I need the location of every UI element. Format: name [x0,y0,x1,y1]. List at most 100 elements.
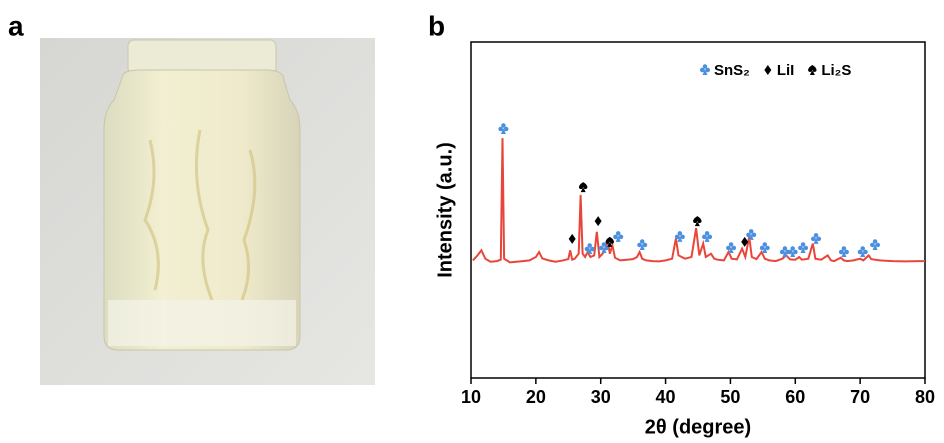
phase-marker [726,242,737,253]
club-part [704,235,710,242]
x-tick-label: 10 [461,387,481,407]
legend-symbol [764,65,772,75]
club-part [748,229,754,234]
phase-marker [605,236,614,247]
phase-marker [857,246,868,257]
club-part [639,243,645,250]
club-part [860,251,866,257]
club-part [748,233,754,240]
club-part [782,246,788,251]
club-part [587,243,592,248]
x-tick-label: 60 [785,387,805,407]
club-part [790,251,796,257]
club-part [728,242,734,247]
club-part [702,234,707,240]
pattern-line [472,138,925,264]
spade [579,182,588,193]
x-tick-label: 70 [850,387,870,407]
legend-symbol [808,65,817,75]
phase-marker [759,242,770,253]
legend-label: SnS₂ [714,62,750,79]
phase-marker [594,216,602,227]
club-part [500,128,506,135]
club-part [762,242,768,247]
x-tick-label: 80 [915,387,935,407]
club-part [702,64,708,69]
phase-marker [598,242,609,253]
club-part [615,235,621,242]
diamond [764,65,772,75]
club-part [677,235,683,242]
phase-marker [870,239,881,250]
phase-marker [584,243,595,254]
club-part [872,243,878,250]
club-part [642,242,648,248]
spade [693,216,702,227]
legend-label: Li₂S [821,62,851,79]
club-part [762,246,768,253]
club-part [759,245,765,251]
phase-marker [498,123,509,135]
club-part [705,67,710,73]
phase-marker [637,239,648,250]
club-part [841,251,847,257]
club-part [811,236,816,242]
club-part [800,246,806,253]
club-part [731,245,737,251]
club-part [601,242,607,247]
club-part [816,236,822,242]
club-part [501,123,506,128]
club-part [637,242,642,248]
club-part [813,237,819,244]
club-part [728,246,734,253]
phase-marker [811,233,822,244]
club-part [680,234,685,240]
club-part [615,231,621,236]
phase-marker [693,216,702,227]
club-part [872,239,878,244]
club-part [863,249,868,255]
spade [605,236,614,247]
phase-marker [568,233,576,244]
club-part [674,234,680,240]
club-part [800,242,806,247]
club-part [587,247,593,254]
club-part [707,234,713,240]
club-part [765,245,770,251]
legend-label: LiI [777,62,795,79]
phase-marker [787,246,798,257]
club-part [798,245,803,251]
plot-frame [470,41,926,379]
phase-marker [674,231,685,242]
club-part [875,242,881,248]
club-part [590,246,595,252]
club-part [860,246,865,251]
phase-marker [838,246,849,257]
club-part [498,126,503,132]
phase-marker [741,236,749,247]
panel-label: b [428,10,445,41]
phase-marker [746,229,757,240]
phase-marker [798,242,809,253]
x-tick-label: 40 [656,387,676,407]
diamond [741,236,749,247]
spade [808,65,817,75]
club-part [803,245,809,251]
club-part [844,249,849,255]
panel-label: a [8,10,24,41]
club-part [700,67,705,73]
club-part [838,249,844,255]
club-part [793,249,798,255]
club-part [613,234,618,240]
x-tick-label: 20 [526,387,546,407]
legend-symbol [700,64,710,75]
club-part [639,239,645,244]
club-part [702,69,708,75]
x-tick-label: 30 [591,387,611,407]
club-part [870,242,875,248]
club-part [601,246,607,253]
club-part [790,246,795,251]
club-part [677,231,683,236]
phase-marker [579,182,588,193]
club-part [598,245,604,251]
